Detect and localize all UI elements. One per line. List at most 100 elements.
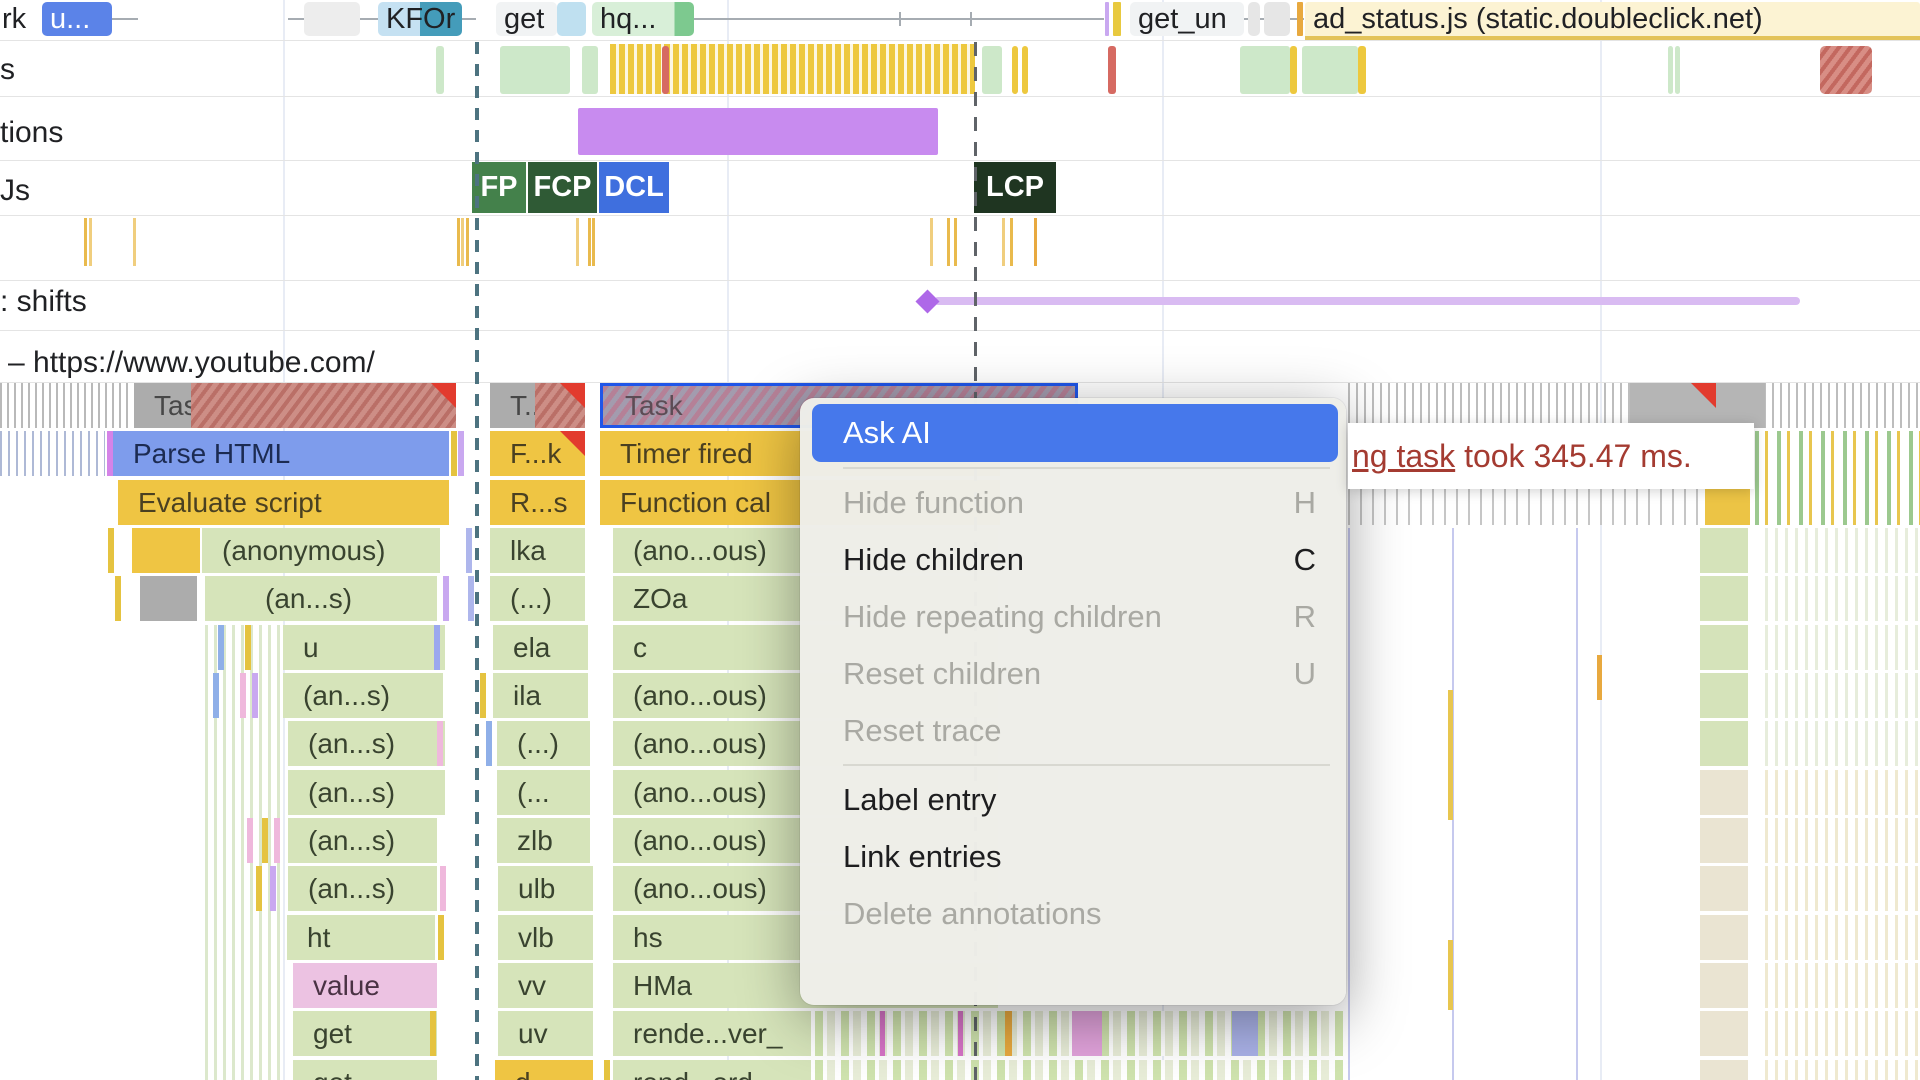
flame-entry--an-s-[interactable]: (an...s)	[288, 770, 445, 815]
flame-entry-segment[interactable]	[140, 576, 197, 621]
flame-entry-offscreen	[1700, 1060, 1748, 1080]
flame-entry-ela[interactable]: ela	[493, 625, 588, 670]
menu-item-label-entry[interactable]: Label entry	[843, 782, 997, 817]
flame-entry-uv[interactable]: uv	[498, 1011, 593, 1056]
layout-shift-diamond[interactable]	[915, 289, 940, 314]
flame-entry-get[interactable]: get	[293, 1011, 437, 1056]
timing-tick	[133, 218, 136, 266]
hidden-children-corner-icon	[560, 431, 585, 456]
menu-item-ask-ai[interactable]: Ask AI	[812, 404, 1338, 462]
interaction-bar[interactable]	[578, 108, 938, 155]
network-request[interactable]	[304, 2, 360, 36]
network-request-ad-status[interactable]: ad_status.js (static.doubleclick.net)	[1305, 2, 1920, 40]
flame-sliver	[218, 625, 224, 670]
flame-entry-vlb[interactable]: vlb	[498, 915, 593, 960]
flame-entry-segment[interactable]	[132, 528, 200, 573]
flame-entry-offscreen	[1700, 915, 1748, 960]
hidden-children-corner-icon	[1691, 383, 1716, 408]
decoration	[1765, 576, 1920, 621]
timing-tick	[592, 218, 595, 266]
network-request[interactable]: get	[496, 2, 557, 36]
flame-sliver	[440, 866, 446, 911]
flame-entry-evaluate-script[interactable]: Evaluate script	[118, 480, 449, 525]
hidden-children-corner-icon	[560, 383, 585, 408]
cpu-long-task-mark	[662, 46, 669, 94]
flame-entry--an-s-[interactable]: (an...s)	[288, 818, 437, 863]
flame-entry-u[interactable]: u	[283, 625, 445, 670]
flame-entry-f-k[interactable]: F...k	[490, 431, 585, 476]
flame-entry-ht[interactable]: ht	[287, 915, 435, 960]
flame-entry-offscreen	[1700, 770, 1748, 815]
flame-entry-parse-html[interactable]: Parse HTML	[113, 431, 449, 476]
menu-item-delete-annotations: Delete annotations	[843, 896, 1102, 931]
decoration	[1452, 528, 1454, 1080]
decoration	[1597, 655, 1602, 700]
flame-sliver	[108, 528, 114, 573]
network-request[interactable]	[1264, 2, 1290, 36]
menu-item-hide-children[interactable]: Hide children C	[800, 531, 1346, 588]
track-divider	[0, 160, 1920, 161]
decoration	[1765, 915, 1920, 960]
flame-entry-offscreen	[1700, 673, 1748, 718]
request-sliver	[1113, 2, 1121, 36]
flame-entry--anonymous-[interactable]: (anonymous)	[202, 528, 440, 573]
flame-sliver	[274, 818, 280, 863]
decoration	[1232, 1011, 1258, 1056]
decoration	[1765, 963, 1920, 1008]
menu-item-hide-repeating-children: Hide repeating children R	[800, 588, 1346, 645]
flame-entry-value[interactable]: value	[293, 963, 437, 1008]
flame-entry-zlb[interactable]: zlb	[497, 818, 590, 863]
flame-sliver	[107, 431, 113, 476]
flame-entry-d[interactable]: d	[495, 1060, 593, 1080]
network-request[interactable]	[1248, 2, 1260, 36]
main-thread-track-label: – https://www.youtube.com/	[8, 346, 375, 379]
flame-entry-vv[interactable]: vv	[498, 963, 593, 1008]
flame-sliver	[438, 915, 444, 960]
cpu-activity	[1290, 46, 1297, 94]
timing-tick	[461, 218, 464, 266]
timing-marker-fp[interactable]: FP	[472, 162, 526, 213]
flame-entry-get[interactable]: get	[293, 1060, 437, 1080]
flame-sliver	[245, 625, 251, 670]
timing-marker-dcl[interactable]: DCL	[599, 162, 669, 213]
menu-item-link-entries[interactable]: Link entries	[843, 839, 1002, 874]
flame-entry--an-s-[interactable]: (an...s)	[288, 721, 445, 766]
menu-separator	[843, 764, 1330, 766]
timing-marker-lcp[interactable]: LCP	[974, 162, 1056, 213]
network-request[interactable]	[557, 2, 586, 36]
flame-entry--an-s-[interactable]: (an...s)	[205, 576, 437, 621]
timing-marker-fcp[interactable]: FCP	[528, 162, 597, 213]
flame-entry--[interactable]: (...)	[497, 721, 590, 766]
flame-entry--[interactable]: (...	[497, 770, 590, 815]
network-request[interactable]: hq...	[592, 2, 694, 36]
flame-entry-lka[interactable]: lka	[490, 528, 585, 573]
timing-tick	[947, 218, 950, 266]
network-request[interactable]: get_un	[1130, 2, 1244, 36]
network-request[interactable]: u...	[42, 2, 112, 36]
flame-entry-rende-ver-[interactable]: rende...ver_	[613, 1011, 811, 1056]
request-whisker	[288, 18, 304, 20]
layout-shift-line[interactable]	[934, 297, 1800, 305]
flame-entry--an-s-[interactable]: (an...s)	[283, 673, 443, 718]
context-menu: Ask AI Hide function H Hide children C Hide r…	[800, 398, 1346, 1005]
flame-entry-ulb[interactable]: ulb	[498, 866, 593, 911]
flame-sliver	[451, 431, 457, 476]
cpu-activity	[1302, 46, 1358, 94]
flame-entry-ila[interactable]: ila	[493, 673, 588, 718]
decoration	[815, 1060, 1345, 1080]
flame-sliver	[437, 721, 443, 766]
flame-sliver	[430, 1011, 436, 1056]
flame-entry--[interactable]: (...)	[490, 576, 585, 621]
flame-entry-r-s[interactable]: R...s	[490, 480, 585, 525]
flame-sliver	[468, 576, 474, 621]
network-request[interactable]: KFOr	[378, 2, 462, 36]
cpu-activity	[582, 46, 598, 94]
long-task-link[interactable]: ng task	[1352, 438, 1456, 474]
flame-entry-task[interactable]: Task	[134, 383, 456, 428]
flame-entry-rend-ord[interactable]: rend...ord	[613, 1060, 811, 1080]
flame-entry-offscreen	[1700, 818, 1748, 863]
flame-entry-t-k[interactable]: T...k	[490, 383, 585, 428]
flame-entry--an-s-[interactable]: (an...s)	[288, 866, 437, 911]
menu-item-reset-trace: Reset trace	[843, 713, 1002, 748]
